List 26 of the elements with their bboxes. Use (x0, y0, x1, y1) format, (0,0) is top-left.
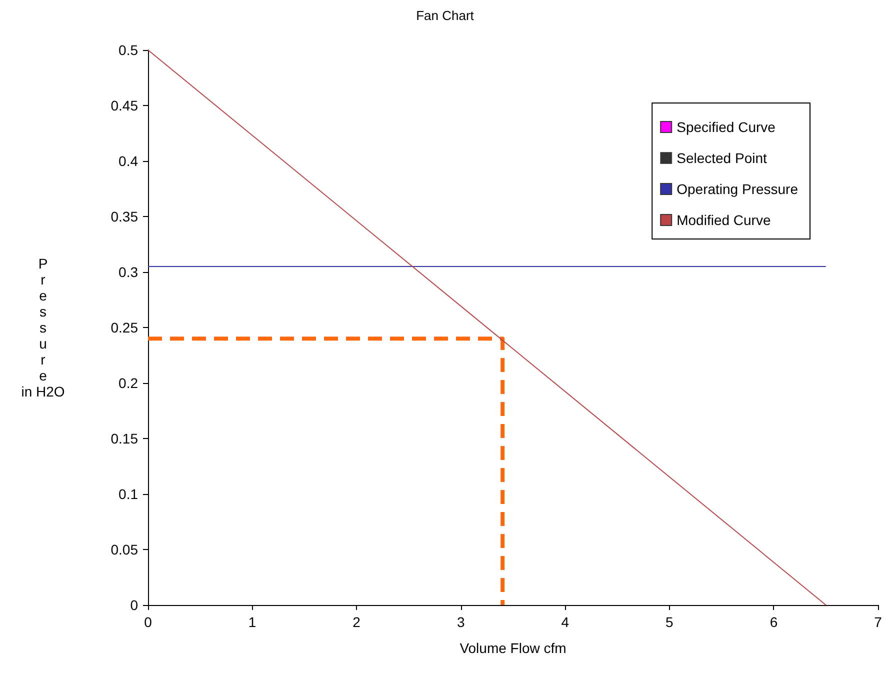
y-tick-label: 0.15 (110, 430, 138, 446)
x-tick-label: 7 (874, 614, 882, 630)
legend-label: Modified Curve (676, 212, 771, 228)
y-tick-label: 0.3 (118, 264, 138, 280)
y-tick-label: 0.4 (118, 153, 138, 169)
y-tick-label: 0.5 (118, 42, 138, 58)
legend-label: Specified Curve (676, 119, 776, 135)
x-tick-label: 5 (666, 614, 674, 630)
legend-label: Selected Point (676, 150, 767, 166)
x-tick-label: 4 (561, 614, 570, 630)
x-tick-label: 6 (770, 614, 778, 630)
y-tick-label: 0.2 (118, 375, 138, 391)
x-tick-label: 0 (144, 614, 152, 630)
x-tick-label: 2 (352, 614, 361, 630)
y-tick-label: 0.35 (110, 208, 138, 224)
text: Pressure in H2O (21, 256, 65, 400)
x-tick-label: 1 (248, 614, 256, 630)
y-tick-label: 0.05 (110, 542, 138, 558)
x-axis-title: Volume Flow cfm (460, 640, 566, 656)
legend-label: Operating Pressure (676, 181, 798, 197)
y-tick-label: 0 (130, 597, 138, 613)
y-tick-label: 0.25 (110, 320, 138, 336)
chart-title: Fan Chart (416, 8, 474, 23)
x-tick-label: 3 (456, 614, 465, 630)
y-tick-label: 0.45 (110, 98, 138, 114)
y-tick-label: 0.1 (118, 486, 138, 502)
